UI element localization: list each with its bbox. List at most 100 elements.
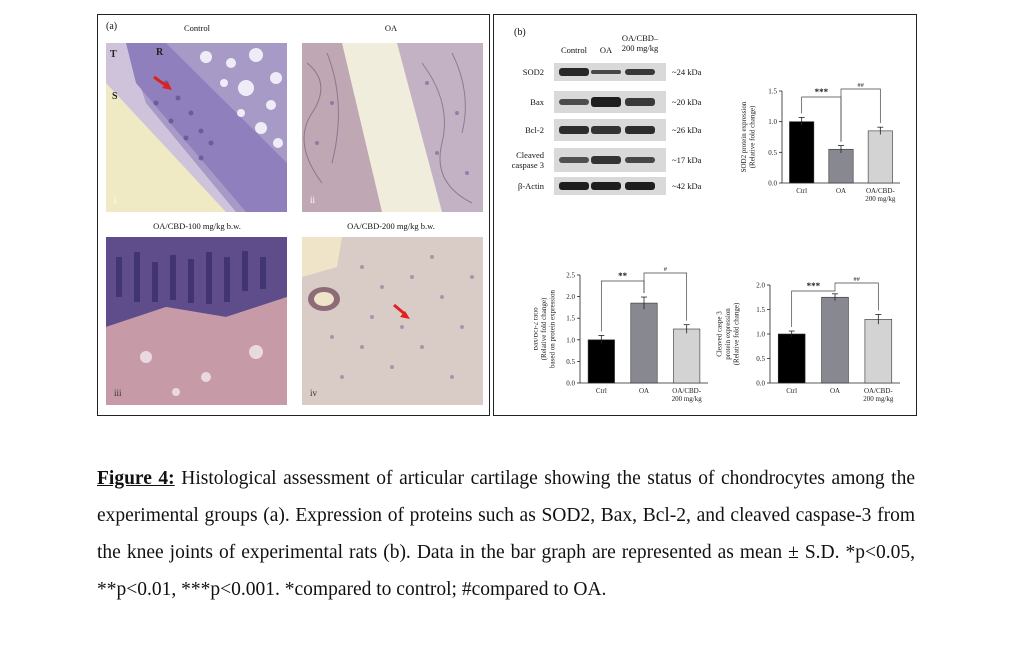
significance-label: *** — [807, 281, 821, 291]
micrograph-title-control: Control — [184, 23, 210, 33]
y-tick-label: 1.5 — [768, 88, 777, 96]
y-tick-label: 0.5 — [768, 149, 777, 157]
x-tick-label: 200 mg/kg — [865, 195, 896, 203]
wb-band — [559, 99, 589, 105]
wb-row-label: Bcl-2 — [525, 125, 544, 135]
bar — [673, 328, 701, 384]
y-tick-label: 0.0 — [756, 380, 765, 388]
wb-band — [591, 181, 621, 191]
bar — [777, 333, 806, 384]
y-tick-label: 2.0 — [566, 293, 575, 301]
wb-kda-label: ~42 kDa — [672, 181, 702, 191]
y-axis-label: (Relative fold change) — [540, 297, 548, 360]
wb-band — [559, 68, 589, 76]
micrograph-title-cbd100: OA/CBD-100 mg/kg b.w. — [153, 221, 241, 231]
caption-text: Histological assessment of articular car… — [97, 468, 915, 600]
panel-b-label: (b) — [514, 27, 526, 38]
chart-sod2-svg: 0.0 0.5 1.0 1.5 SOD2 protein expression (Rela… — [740, 82, 900, 203]
bar — [821, 296, 849, 384]
significance-label: ## — [857, 82, 864, 89]
wb-column-0: Control — [561, 45, 587, 55]
y-tick-label: 1.0 — [768, 118, 777, 126]
significance-bracket — [643, 272, 688, 321]
marker-s: S — [112, 91, 118, 102]
wb-band — [591, 155, 621, 165]
significance-bracket — [840, 88, 881, 142]
wb-blot-strip — [554, 63, 666, 81]
wb-column-1: OA — [599, 45, 613, 55]
wb-row-label: Bax — [530, 97, 544, 107]
wb-band — [559, 157, 589, 163]
wb-band — [559, 181, 589, 191]
wb-blot-strip — [554, 177, 666, 195]
significance-bracket — [791, 289, 836, 328]
x-tick-label: OA — [836, 187, 846, 195]
micrograph-cbd200: iv — [302, 237, 483, 405]
chart-sod2: 0.0 0.5 1.0 1.5 SOD2 protein expression (Rela… — [738, 71, 910, 211]
wb-band — [625, 98, 655, 106]
figure-caption: Figure 4: Histological assessment of art… — [97, 460, 915, 608]
wb-band — [591, 97, 621, 107]
wb-row-label: β-Actin — [517, 181, 544, 191]
wb-blot-strip — [554, 148, 666, 172]
y-axis-label: protein expression — [724, 308, 732, 360]
x-tick-label: Ctrl — [596, 387, 607, 395]
significance-bracket — [834, 282, 879, 311]
wb-blot-strip — [554, 91, 666, 113]
y-tick-label: 2.0 — [756, 282, 765, 290]
x-tick-label: 200 mg/kg — [863, 395, 894, 403]
significance-label: *** — [815, 87, 829, 97]
x-tick-label: OA — [830, 387, 840, 395]
bar — [867, 130, 893, 184]
chart-bax-bcl2: 0.0 0.5 1.0 1.5 2.0 2.5 Bax/Bcl-2 ratio (Relati… — [532, 251, 714, 411]
panel-a-label: (a) — [106, 21, 118, 32]
y-axis-label: SOD2 protein expression — [740, 101, 748, 172]
y-tick-label: 1.0 — [756, 331, 765, 339]
roman-iv: iv — [310, 388, 318, 398]
wb-kda-label: ~20 kDa — [672, 97, 702, 107]
chart-bax-svg: 0.0 0.5 1.0 1.5 2.0 2.5 Bax/Bcl-2 ratio (Relati… — [532, 266, 708, 403]
micrograph-control: T R S i — [106, 43, 287, 212]
wb-blot-strip — [554, 119, 666, 141]
micrograph-title-cbd200: OA/CBD-200 mg/kg b.w. — [347, 221, 435, 231]
wb-band — [591, 69, 621, 75]
bar — [864, 319, 893, 384]
x-tick-label: Ctrl — [796, 187, 807, 195]
roman-iii: iii — [114, 388, 122, 398]
y-tick-label: 1.0 — [566, 336, 575, 344]
bar — [789, 121, 815, 184]
micrograph-title-oa: OA — [384, 23, 398, 33]
wb-band — [625, 156, 655, 164]
wb-row-label: Cleaved caspase 3 — [511, 150, 544, 170]
wb-kda-label: ~26 kDa — [672, 125, 702, 135]
y-tick-label: 0.0 — [768, 180, 777, 188]
y-tick-label: 0.5 — [756, 355, 765, 363]
wb-band — [559, 125, 589, 135]
significance-label: ** — [618, 271, 628, 281]
y-tick-label: 1.5 — [566, 315, 575, 323]
y-tick-label: 1.5 — [756, 306, 765, 314]
y-tick-label: 2.5 — [566, 272, 575, 280]
x-tick-label: OA — [639, 387, 649, 395]
x-tick-label: OA/CBD- — [672, 387, 701, 395]
x-tick-label: 200 mg/kg — [672, 395, 703, 403]
x-tick-label: OA/CBD- — [866, 187, 895, 195]
roman-i: i — [114, 195, 117, 205]
y-axis-label: Bax/Bcl-2 ratio — [534, 307, 540, 351]
marker-t: T — [110, 49, 117, 60]
x-tick-label: OA/CBD- — [864, 387, 893, 395]
y-tick-label: 0.5 — [566, 358, 575, 366]
y-axis-label: (Relative fold change) — [733, 302, 741, 365]
wb-kda-label: ~17 kDa — [672, 155, 702, 165]
significance-label: # — [664, 266, 668, 273]
y-axis-label: based on protein expression — [549, 290, 557, 368]
wb-band — [625, 68, 655, 76]
micrograph-oa: ii — [302, 43, 483, 212]
panel-a-histology: (a) Control OA T R S i — [97, 14, 490, 416]
wb-column-2: OA/CBD– 200 mg/kg — [621, 33, 659, 53]
bar — [828, 148, 854, 184]
y-tick-label: 0.0 — [566, 380, 575, 388]
y-axis-label: Cleaved caspe 3 — [716, 311, 724, 357]
wb-band — [625, 125, 655, 135]
significance-label: ## — [853, 276, 860, 283]
